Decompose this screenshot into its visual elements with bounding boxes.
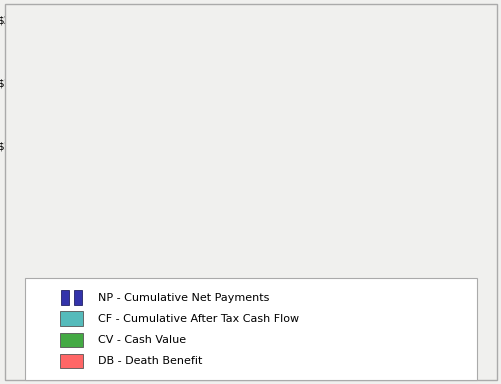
Bar <box>302 239 306 273</box>
Text: DB: DB <box>184 91 201 101</box>
Bar <box>309 239 313 273</box>
X-axis label: Years: Years <box>211 295 249 308</box>
Bar <box>276 239 280 273</box>
Bar <box>112 268 116 273</box>
Text: DB - Death Benefit: DB - Death Benefit <box>98 356 202 366</box>
Bar <box>322 239 326 273</box>
Text: NP - Cumulative Net Payments: NP - Cumulative Net Payments <box>98 293 269 303</box>
Text: CV: CV <box>244 121 260 131</box>
Bar <box>178 250 181 273</box>
Bar <box>224 241 227 273</box>
Bar <box>80 271 83 273</box>
Bar <box>263 239 267 273</box>
Bar <box>126 260 129 273</box>
Bar <box>387 239 391 273</box>
Bar <box>73 271 77 273</box>
Bar <box>217 242 221 273</box>
Bar <box>191 247 194 273</box>
Bar <box>374 239 378 273</box>
Bar <box>283 239 286 273</box>
Bar <box>361 239 365 273</box>
Bar <box>139 257 142 273</box>
Bar <box>250 240 254 273</box>
Bar <box>171 251 175 273</box>
Bar <box>165 252 168 273</box>
Bar <box>210 243 214 273</box>
Bar <box>145 256 149 273</box>
Bar <box>270 239 273 273</box>
Bar <box>243 240 247 273</box>
Bar <box>106 268 110 273</box>
Bar <box>67 272 70 273</box>
Text: CF: CF <box>310 131 325 141</box>
Bar <box>381 239 384 273</box>
Bar <box>342 239 345 273</box>
Bar <box>204 245 208 273</box>
Bar <box>329 239 332 273</box>
Bar <box>296 239 300 273</box>
Bar <box>289 239 293 273</box>
Bar <box>86 270 90 273</box>
Bar <box>237 240 240 273</box>
Text: CV - Cash Value: CV - Cash Value <box>98 335 186 345</box>
Bar <box>316 239 319 273</box>
Bar <box>132 259 136 273</box>
Text: NP: NP <box>119 225 135 235</box>
Bar <box>152 255 155 273</box>
Bar <box>184 248 188 273</box>
Bar <box>355 239 358 273</box>
Bar <box>348 239 352 273</box>
Bar <box>119 267 123 273</box>
Bar <box>99 269 103 273</box>
Bar <box>197 246 201 273</box>
Bar <box>230 240 234 273</box>
Bar <box>93 270 96 273</box>
Bar <box>335 239 339 273</box>
Text: CF - Cumulative After Tax Cash Flow: CF - Cumulative After Tax Cash Flow <box>98 314 299 324</box>
Bar <box>158 254 162 273</box>
Bar <box>368 239 371 273</box>
Bar <box>257 239 260 273</box>
